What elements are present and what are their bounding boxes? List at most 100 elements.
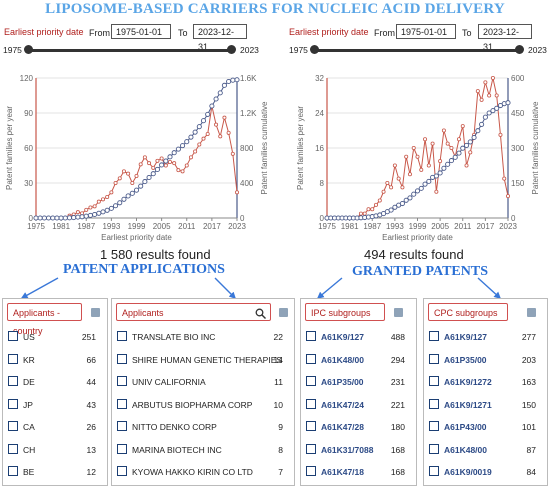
list-item[interactable]: CA 26 xyxy=(8,420,104,434)
chart-toggle-icon[interactable] xyxy=(527,308,536,317)
filter-checkbox[interactable] xyxy=(429,466,439,476)
y2-tick-label: 0 xyxy=(240,214,245,223)
filter-checkbox[interactable] xyxy=(8,443,18,454)
y2-tick-label: 800 xyxy=(240,144,254,153)
y-axis-title: Patent families per year xyxy=(5,106,14,190)
search-icon[interactable] xyxy=(255,306,266,324)
filter-checkbox[interactable] xyxy=(429,353,439,364)
list-item[interactable]: KYOWA HAKKO KIRIN CO LTD 7 xyxy=(117,465,291,479)
right-slider-handle-end[interactable] xyxy=(515,45,524,54)
list-item[interactable]: A61K47/24 221 xyxy=(306,398,413,412)
x-tick-label: 2011 xyxy=(454,222,472,231)
right-date-slider[interactable] xyxy=(313,49,520,52)
left-from-input[interactable]: 1975-01-01 xyxy=(111,24,171,39)
list-item[interactable]: A61P43/00 101 xyxy=(429,420,544,434)
list-item-count: 168 xyxy=(390,444,405,455)
filter-checkbox[interactable] xyxy=(117,466,127,476)
filter-checkbox[interactable] xyxy=(306,466,316,476)
list-item[interactable]: NITTO DENKO CORP 9 xyxy=(117,420,291,434)
annual-point xyxy=(490,75,495,80)
filter-checkbox[interactable] xyxy=(306,353,316,364)
annual-point xyxy=(230,151,235,156)
filter-checkbox[interactable] xyxy=(117,398,127,409)
filter-checkbox[interactable] xyxy=(429,376,439,386)
y2-tick-label: 600 xyxy=(511,74,525,83)
list-item[interactable]: A61P35/00 231 xyxy=(306,375,413,389)
list-item[interactable]: A61K9/1271 150 xyxy=(429,398,544,412)
list-item[interactable]: US 251 xyxy=(8,330,104,344)
annual-point xyxy=(377,198,382,203)
annual-point xyxy=(498,132,503,137)
right-from-input[interactable]: 1975-01-01 xyxy=(396,24,456,39)
cumulative-point xyxy=(494,105,500,111)
annual-point xyxy=(159,156,164,161)
list-item[interactable]: A61K47/28 180 xyxy=(306,420,413,434)
left-slider-handle-start[interactable] xyxy=(24,45,33,54)
annual-point xyxy=(222,115,227,120)
filter-checkbox[interactable] xyxy=(429,421,439,431)
y-tick-label: 0 xyxy=(29,214,34,223)
ipc-card: IPC subgroups A61K9/127 488 A61K48/00 294 A6… xyxy=(300,298,417,486)
list-item[interactable]: A61K48/00 294 xyxy=(306,353,413,367)
list-item[interactable]: A61K31/7088 168 xyxy=(306,443,413,457)
filter-checkbox[interactable] xyxy=(8,376,18,386)
filter-checkbox[interactable] xyxy=(306,443,316,454)
chart-toggle-icon[interactable] xyxy=(394,308,403,317)
filter-checkbox[interactable] xyxy=(8,353,18,364)
list-item[interactable]: A61P35/00 203 xyxy=(429,353,544,367)
list-item-label: NITTO DENKO CORP xyxy=(132,422,217,432)
chart-toggle-icon[interactable] xyxy=(279,308,288,317)
filter-checkbox[interactable] xyxy=(306,421,316,431)
list-item[interactable]: MARINA BIOTECH INC 8 xyxy=(117,443,291,457)
cumulative-point xyxy=(418,185,424,191)
list-item-label: CH xyxy=(23,444,36,455)
left-date-slider[interactable] xyxy=(27,49,232,52)
filter-checkbox[interactable] xyxy=(117,421,127,431)
chart-toggle-icon[interactable] xyxy=(91,308,100,317)
filter-checkbox[interactable] xyxy=(429,331,439,341)
filter-checkbox[interactable] xyxy=(8,421,18,431)
cumulative-point xyxy=(456,150,462,156)
left-to-input[interactable]: 2023-12-31 xyxy=(193,24,247,52)
filter-checkbox[interactable] xyxy=(8,398,18,409)
list-item[interactable]: DE 44 xyxy=(8,375,104,389)
filter-checkbox[interactable] xyxy=(306,376,316,386)
filter-checkbox[interactable] xyxy=(117,376,127,386)
filter-checkbox[interactable] xyxy=(117,353,127,364)
list-item-label: A61K9/1272 xyxy=(444,377,492,387)
cumulative-point xyxy=(399,200,405,207)
right-to-input[interactable]: 2023-12-31 xyxy=(478,24,532,52)
list-item[interactable]: A61K9/127 277 xyxy=(429,330,544,344)
list-item[interactable]: A61K48/00 87 xyxy=(429,443,544,457)
filter-checkbox[interactable] xyxy=(306,331,316,341)
list-item[interactable]: ARBUTUS BIOPHARMA CORP 10 xyxy=(117,398,291,412)
right-slider-handle-start[interactable] xyxy=(310,45,319,54)
list-item[interactable]: A61K9/1272 163 xyxy=(429,375,544,389)
list-item[interactable]: A61K9/127 488 xyxy=(306,330,413,344)
filter-checkbox[interactable] xyxy=(117,443,127,454)
list-item[interactable]: KR 66 xyxy=(8,353,104,367)
left-slider-handle-end[interactable] xyxy=(227,45,236,54)
list-item[interactable]: BE 12 xyxy=(8,465,104,479)
cumulative-point xyxy=(121,196,127,202)
filter-checkbox[interactable] xyxy=(117,331,127,341)
list-item[interactable]: CH 13 xyxy=(8,443,104,457)
filter-checkbox[interactable] xyxy=(429,398,439,409)
annual-point xyxy=(205,132,210,137)
filter-checkbox[interactable] xyxy=(306,398,316,409)
filter-checkbox[interactable] xyxy=(8,466,18,476)
filter-checkbox[interactable] xyxy=(429,443,439,454)
y-tick-label: 32 xyxy=(315,74,324,83)
list-item[interactable]: UNIV CALIFORNIA 11 xyxy=(117,375,291,389)
list-item[interactable]: SHIRE HUMAN GENETIC THERAPIES 14 xyxy=(117,353,291,367)
annual-point xyxy=(445,141,450,146)
annual-point xyxy=(415,154,420,159)
list-item[interactable]: TRANSLATE BIO INC 22 xyxy=(117,330,291,344)
list-item[interactable]: A61K9/0019 84 xyxy=(429,465,544,479)
y-axis-title: Patent families per year xyxy=(296,106,305,190)
list-item[interactable]: A61K47/18 168 xyxy=(306,465,413,479)
list-item-count: 101 xyxy=(521,422,536,432)
filter-checkbox[interactable] xyxy=(8,331,18,341)
list-item[interactable]: JP 43 xyxy=(8,398,104,412)
list-item-label: MARINA BIOTECH INC xyxy=(132,444,222,455)
